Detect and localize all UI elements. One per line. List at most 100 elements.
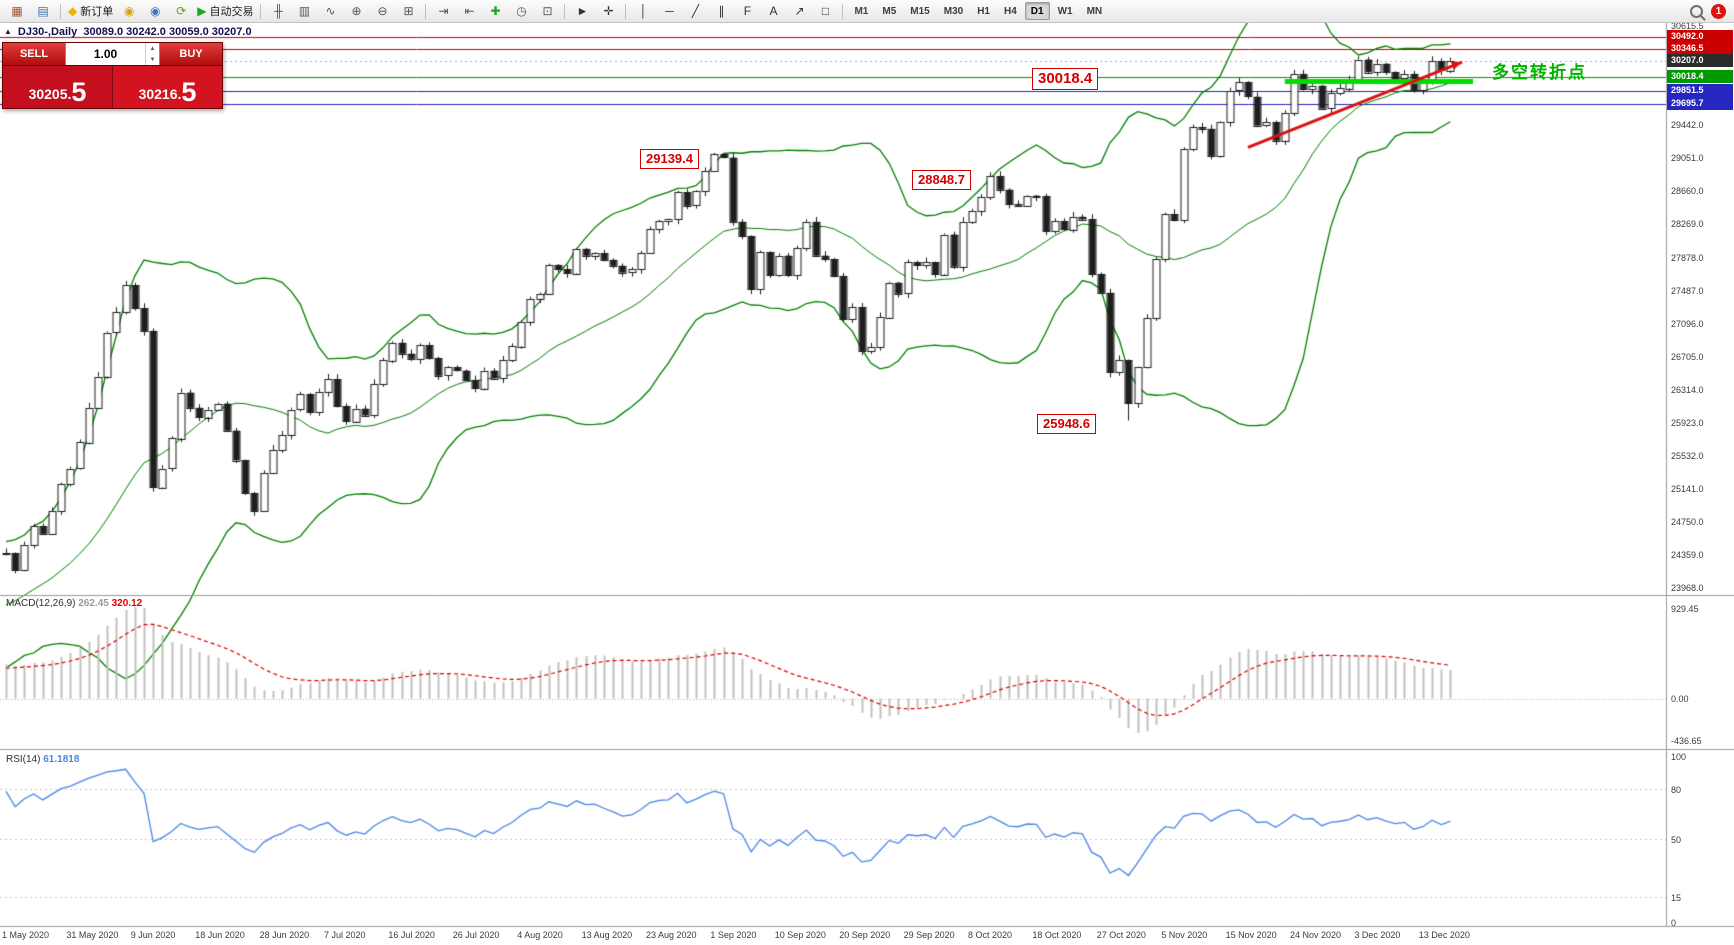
chart-shift-icon-glyph: ⇤ (464, 4, 475, 18)
rsi-value: 61.1818 (43, 754, 80, 765)
macd-axis-label: -436.65 (1671, 735, 1702, 746)
shapes-icon-glyph: □ (821, 4, 830, 18)
tile-windows-icon[interactable]: ⊞ (395, 2, 421, 20)
date-label: 23 Aug 2020 (646, 930, 697, 940)
horizontal-line-icon[interactable]: ─ (656, 2, 682, 20)
price-badge: 29851.5 (1667, 84, 1733, 98)
toolbar-separator (425, 3, 427, 19)
turning-point-note[interactable]: 多空转折点 (1492, 63, 1587, 82)
date-label: 5 Nov 2020 (1161, 930, 1208, 940)
new-order-button[interactable]: ◆ 新订单 (65, 2, 116, 20)
text-label-icon[interactable]: A (760, 2, 786, 20)
macd-indicator-label: MACD(12,26,9) 262.45 320.12 (6, 598, 142, 609)
buy-button[interactable]: BUY (160, 43, 222, 65)
cursor-icon[interactable]: ► (569, 2, 595, 20)
price-badge: 30346.5 (1667, 42, 1733, 56)
add-indicator-icon[interactable]: ✚ (482, 2, 508, 20)
date-label: 3 Dec 2020 (1354, 930, 1401, 940)
volume-stepper: ▲ ▼ (145, 43, 159, 65)
price-grid-label: 25141.0 (1671, 483, 1704, 494)
price-callout-label[interactable]: 28848.7 (912, 170, 971, 190)
zoom-in-icon-glyph: ⊕ (351, 4, 362, 18)
buy-price-main: 30216. (138, 86, 182, 102)
macd-main-value: 262.45 (78, 598, 109, 609)
volume-field[interactable]: 1.00 ▲ ▼ (65, 43, 160, 65)
date-label: 10 Sep 2020 (774, 930, 826, 940)
buy-price-pip: 5 (181, 77, 197, 108)
indicator-window-icon[interactable]: ╫ (265, 2, 291, 20)
macd-signal-value: 320.12 (111, 598, 143, 609)
period-selector-icon[interactable]: ◷ (508, 2, 534, 20)
toolbar-separator (260, 3, 262, 19)
text-label-icon-glyph: A (769, 4, 778, 18)
trendline-icon[interactable]: ╱ (682, 2, 708, 20)
template-icon[interactable]: ⊡ (534, 2, 560, 20)
channel-icon[interactable]: ∥ (708, 2, 734, 20)
notification-badge[interactable]: 1 (1711, 3, 1726, 19)
buy-price-button[interactable]: 30216. 5 (112, 66, 222, 108)
price-grid-label: 26314.0 (1671, 384, 1704, 395)
price-axis-top-label: 30615.5 (1671, 21, 1704, 32)
vertical-line-icon[interactable]: │ (630, 2, 656, 20)
chart-window-icon[interactable]: ▦ (4, 2, 30, 20)
date-label: 27 Oct 2020 (1096, 930, 1146, 940)
timeframe-mn[interactable]: MN (1086, 5, 1103, 17)
sell-button[interactable]: SELL (3, 43, 65, 65)
timeframe-h1[interactable]: H1 (977, 5, 990, 17)
zoom-in-icon[interactable]: ⊕ (343, 2, 369, 20)
accounts-icon-glyph: ◉ (149, 4, 161, 18)
volume-down-icon[interactable]: ▼ (149, 56, 156, 63)
search-icon[interactable] (1690, 4, 1703, 18)
price-badge: 30207.0 (1667, 54, 1733, 68)
price-grid-label: 27487.0 (1671, 285, 1704, 296)
coins-icon[interactable]: ◉ (116, 2, 142, 20)
timeframe-h4[interactable]: H4 (1003, 5, 1017, 17)
collapse-panel-icon[interactable]: ▲ (4, 27, 12, 36)
timeframe-m1[interactable]: M1 (854, 5, 869, 17)
toolbar-separator (60, 3, 61, 19)
fibonacci-icon[interactable]: F (734, 2, 760, 20)
chart-shift-icon[interactable]: ⇤ (456, 2, 482, 20)
period-selector-icon-glyph: ◷ (516, 4, 527, 18)
arrow-object-icon[interactable]: ↗ (786, 2, 812, 20)
new-order-button-label: 新订单 (80, 6, 114, 18)
timeframe-d1[interactable]: D1 (1024, 2, 1050, 20)
cursor-icon-glyph: ► (576, 4, 589, 18)
add-indicator-icon-glyph: ✚ (490, 4, 501, 18)
template-icon-glyph: ⊡ (542, 4, 553, 18)
date-label: 1 Sep 2020 (710, 930, 757, 940)
auto-scroll-icon[interactable]: ⇥ (430, 2, 456, 20)
sell-price-button[interactable]: 30205. 5 (3, 66, 112, 108)
price-grid-label: 23968.0 (1671, 583, 1704, 594)
timeframe-m5[interactable]: M5 (882, 5, 897, 17)
rsi-axis-label: 50 (1671, 835, 1682, 845)
line-chart-icon-glyph: ∿ (325, 4, 336, 18)
volume-value[interactable]: 1.00 (93, 47, 118, 61)
accounts-icon[interactable]: ◉ (142, 2, 168, 20)
rsi-name: RSI(14) (6, 754, 41, 765)
zoom-out-icon[interactable]: ⊖ (369, 2, 395, 20)
price-callout-label[interactable]: 30018.4 (1032, 68, 1099, 91)
auto-trading-button-label: 自动交易 (209, 6, 254, 18)
timeframe-m30[interactable]: M30 (943, 5, 964, 17)
timeframe-m15[interactable]: M15 (910, 5, 930, 17)
toolbar-separator (625, 3, 627, 19)
price-badge: 30018.4 (1667, 70, 1733, 84)
auto-trading-button[interactable]: ▶ 自动交易 (194, 2, 256, 20)
crosshair-icon[interactable]: ✛ (595, 2, 621, 20)
expert-advisor-icon[interactable]: ⟳ (168, 2, 194, 20)
shapes-icon[interactable]: □ (812, 2, 838, 20)
date-label: 29 Sep 2020 (903, 930, 955, 940)
price-grid-label: 25923.0 (1671, 417, 1704, 428)
timeframe-w1[interactable]: W1 (1057, 5, 1073, 17)
rsi-axis-label: 80 (1671, 785, 1682, 796)
line-chart-icon[interactable]: ∿ (317, 2, 343, 20)
price-callout-label[interactable]: 25948.6 (1037, 414, 1096, 434)
histogram-icon[interactable]: ▥ (291, 2, 317, 20)
market-watch-icon[interactable]: ▤ (30, 2, 56, 20)
date-label: 31 May 2020 (66, 930, 119, 940)
macd-axis-label: 929.45 (1671, 603, 1699, 614)
price-callout-label[interactable]: 29139.4 (640, 149, 699, 169)
volume-up-icon[interactable]: ▲ (149, 45, 156, 52)
